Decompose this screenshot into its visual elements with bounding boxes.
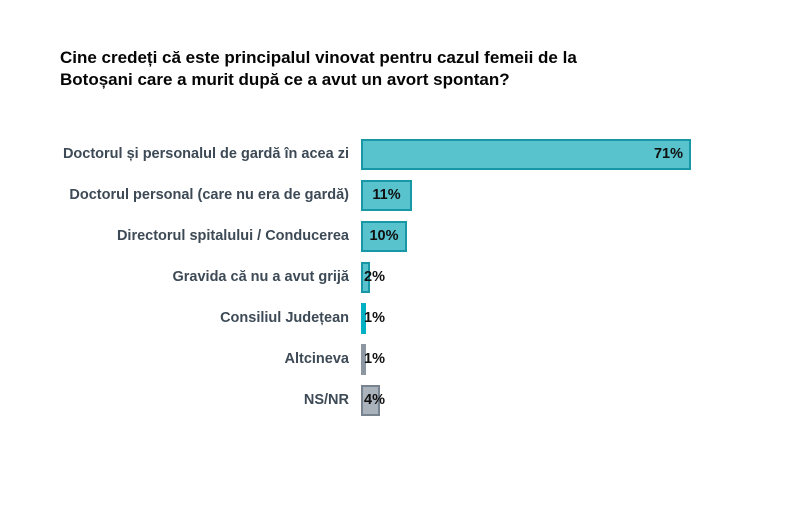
category-label: Directorul spitalului / Conducerea: [116, 228, 349, 244]
category-label: Consiliul Județean: [220, 310, 349, 326]
value-label: 4%: [364, 392, 385, 408]
bar-track: 10%: [361, 221, 691, 252]
bar: [361, 180, 412, 211]
value-label: 71%: [653, 146, 683, 162]
bar-track: 1%: [361, 303, 691, 334]
bar: [361, 303, 366, 334]
category-label: Gravida că nu a avut grijă: [172, 269, 350, 285]
value-label: 11%: [372, 187, 401, 203]
value-label: 1%: [364, 310, 385, 326]
chart-row: Gravida că nu a avut grijă 2%: [60, 262, 691, 293]
bar-track: 4%: [361, 385, 691, 416]
value-label: 1%: [364, 351, 385, 367]
chart-title-line-2: Botoșani care a murit după ce a avut un …: [60, 70, 510, 89]
chart-row: NS/NR 4%: [60, 385, 691, 416]
bar-track: 1%: [361, 344, 691, 375]
bar-track: 2%: [361, 262, 691, 293]
bar: [361, 262, 370, 293]
category-label: Doctorul personal (care nu era de gardă): [69, 187, 349, 203]
bar: [361, 344, 366, 375]
category-label: Doctorul și personalul de gardă în acea …: [62, 146, 349, 162]
bar: [361, 221, 407, 252]
bar-chart: Doctorul și personalul de gardă în acea …: [60, 139, 691, 416]
chart-title: Cine credeți că este principalul vinovat…: [60, 47, 577, 91]
value-label: 2%: [364, 269, 385, 285]
chart-row: Altcineva 1%: [60, 344, 691, 375]
chart-row: Consiliul Județean 1%: [60, 303, 691, 334]
chart-row: Directorul spitalului / Conducerea 10%: [60, 221, 691, 252]
category-label: NS/NR: [303, 392, 349, 408]
category-label: Altcineva: [284, 351, 349, 367]
bar-track: 71%: [361, 139, 691, 170]
value-label: 10%: [369, 228, 399, 244]
bar: [361, 385, 380, 416]
bar: [361, 139, 691, 170]
chart-row: Doctorul și personalul de gardă în acea …: [60, 139, 691, 170]
bar-track: 11%: [361, 180, 691, 211]
chart-row: Doctorul personal (care nu era de gardă)…: [60, 180, 691, 211]
chart-title-line-1: Cine credeți că este principalul vinovat…: [60, 48, 577, 67]
